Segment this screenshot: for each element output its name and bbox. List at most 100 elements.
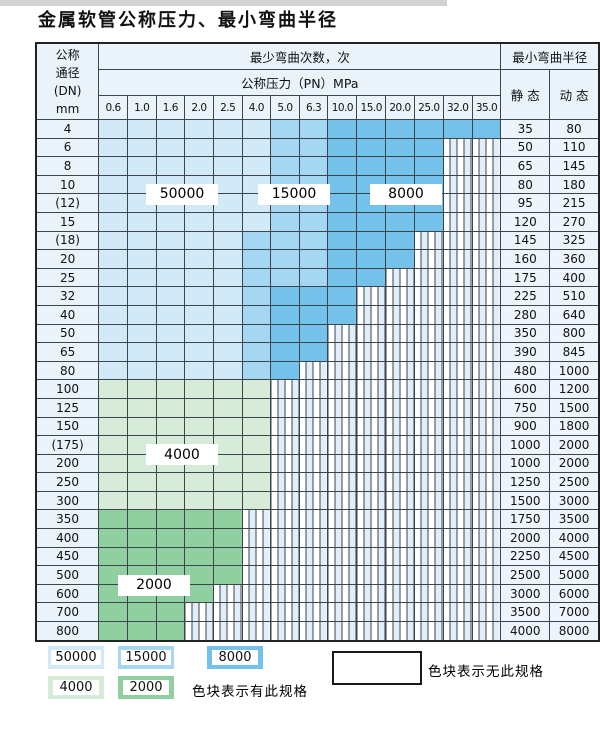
no-spec-cell (471, 156, 502, 176)
spec-cell (98, 119, 128, 139)
dynamic-radius-value: 1200 (549, 379, 600, 399)
no-spec-cell (298, 621, 329, 642)
table-row: (175) 1000 2000 (35, 435, 600, 455)
dn-header-line2: 通径 (55, 65, 80, 80)
dynamic-radius-value: 6000 (549, 583, 600, 604)
bend-cycles-zone-label: 50000 (146, 183, 218, 205)
dn-value: 20 (35, 249, 100, 269)
spec-cell (184, 156, 214, 176)
spec-cell (270, 137, 300, 158)
no-spec-cell (385, 267, 415, 288)
no-spec-cell (270, 397, 300, 418)
no-spec-cell (212, 583, 243, 604)
no-spec-cell (327, 490, 358, 511)
static-radius-value: 280 (500, 304, 551, 325)
dn-value: 200 (35, 453, 100, 474)
no-spec-cell (413, 565, 444, 585)
spec-cell (298, 249, 329, 269)
spec-cell (98, 509, 128, 530)
spec-cell (241, 230, 272, 251)
spec-cell (212, 397, 243, 418)
spec-cell (184, 490, 214, 511)
spec-cell (155, 546, 186, 567)
no-spec-cell (385, 509, 415, 530)
no-spec-cell (413, 286, 444, 306)
no-spec-cell (385, 583, 415, 604)
spec-cell (298, 119, 329, 139)
spec-cell (212, 174, 243, 195)
pressure-header: 公称压力（PN）MPa (98, 69, 502, 96)
spec-cell (184, 304, 214, 325)
no-spec-cell (471, 360, 502, 381)
spec-cell (126, 490, 157, 511)
no-spec-cell (298, 397, 329, 418)
no-spec-cell (356, 286, 387, 306)
spec-cell (126, 267, 157, 288)
no-spec-cell (270, 416, 300, 437)
no-spec-cell (471, 286, 502, 306)
no-spec-cell (385, 565, 415, 585)
table-row: 100 600 1200 (35, 379, 600, 399)
spec-cell (298, 230, 329, 251)
no-spec-cell (442, 583, 473, 604)
no-spec-cell (356, 435, 387, 455)
no-spec-cell (298, 490, 329, 511)
spec-cell (270, 211, 300, 232)
spec-cell (184, 286, 214, 306)
spec-cell (356, 230, 387, 251)
dynamic-radius-value: 2000 (549, 435, 600, 455)
dn-column-header: 公称 通径 (DN) mm (35, 42, 100, 120)
legend-swatch-label: 8000 (212, 650, 258, 665)
legend-swatch-label: 15000 (121, 650, 171, 665)
static-radius-value: 3500 (500, 602, 551, 623)
no-spec-cell (270, 379, 300, 399)
spec-table: 公称 通径 (DN) mm 最少弯曲次数，次 最小弯曲半径 公称压力（PN）MP… (35, 42, 600, 642)
no-spec-cell (356, 490, 387, 511)
spec-cell (184, 323, 214, 344)
legend-swatch-4000: 4000 (48, 676, 104, 699)
no-spec-cell (413, 379, 444, 399)
spec-cell (298, 156, 329, 176)
dn-header-line1: 公称 (55, 47, 80, 62)
spec-cell (385, 156, 415, 176)
dn-header-line4: mm (55, 101, 80, 116)
spec-cell (155, 156, 186, 176)
no-spec-cell (413, 472, 444, 492)
spec-cell (155, 342, 186, 362)
no-spec-cell (471, 174, 502, 195)
scan-artifact-strip (0, 0, 447, 6)
spec-cell (184, 379, 214, 399)
spec-cell (155, 621, 186, 642)
dn-value: 40 (35, 304, 100, 325)
no-spec-cell (356, 453, 387, 474)
dynamic-radius-value: 800 (549, 323, 600, 344)
spec-cell (241, 490, 272, 511)
spec-cell (155, 211, 186, 232)
no-spec-cell (270, 602, 300, 623)
dn-value: 125 (35, 397, 100, 418)
no-spec-cell (413, 509, 444, 530)
spec-cell (212, 416, 243, 437)
spec-cell (98, 602, 128, 623)
spec-cell (98, 286, 128, 306)
spec-cell (126, 342, 157, 362)
no-spec-cell (442, 621, 473, 642)
dynamic-radius-value: 360 (549, 249, 600, 269)
no-spec-cell (471, 249, 502, 269)
no-spec-cell (413, 490, 444, 511)
spec-cell (155, 286, 186, 306)
spec-cell (155, 509, 186, 530)
no-spec-cell (298, 435, 329, 455)
no-spec-cell (442, 397, 473, 418)
dn-value: 25 (35, 267, 100, 288)
no-spec-cell (471, 528, 502, 548)
no-spec-cell (356, 379, 387, 399)
spec-cell (212, 528, 243, 548)
static-radius-value: 1000 (500, 435, 551, 455)
no-spec-cell (270, 528, 300, 548)
table-row: 200 1000 2000 (35, 453, 600, 474)
no-spec-cell (413, 528, 444, 548)
dynamic-radius-value: 110 (549, 137, 600, 158)
no-spec-cell (327, 323, 358, 344)
spec-cell (98, 211, 128, 232)
